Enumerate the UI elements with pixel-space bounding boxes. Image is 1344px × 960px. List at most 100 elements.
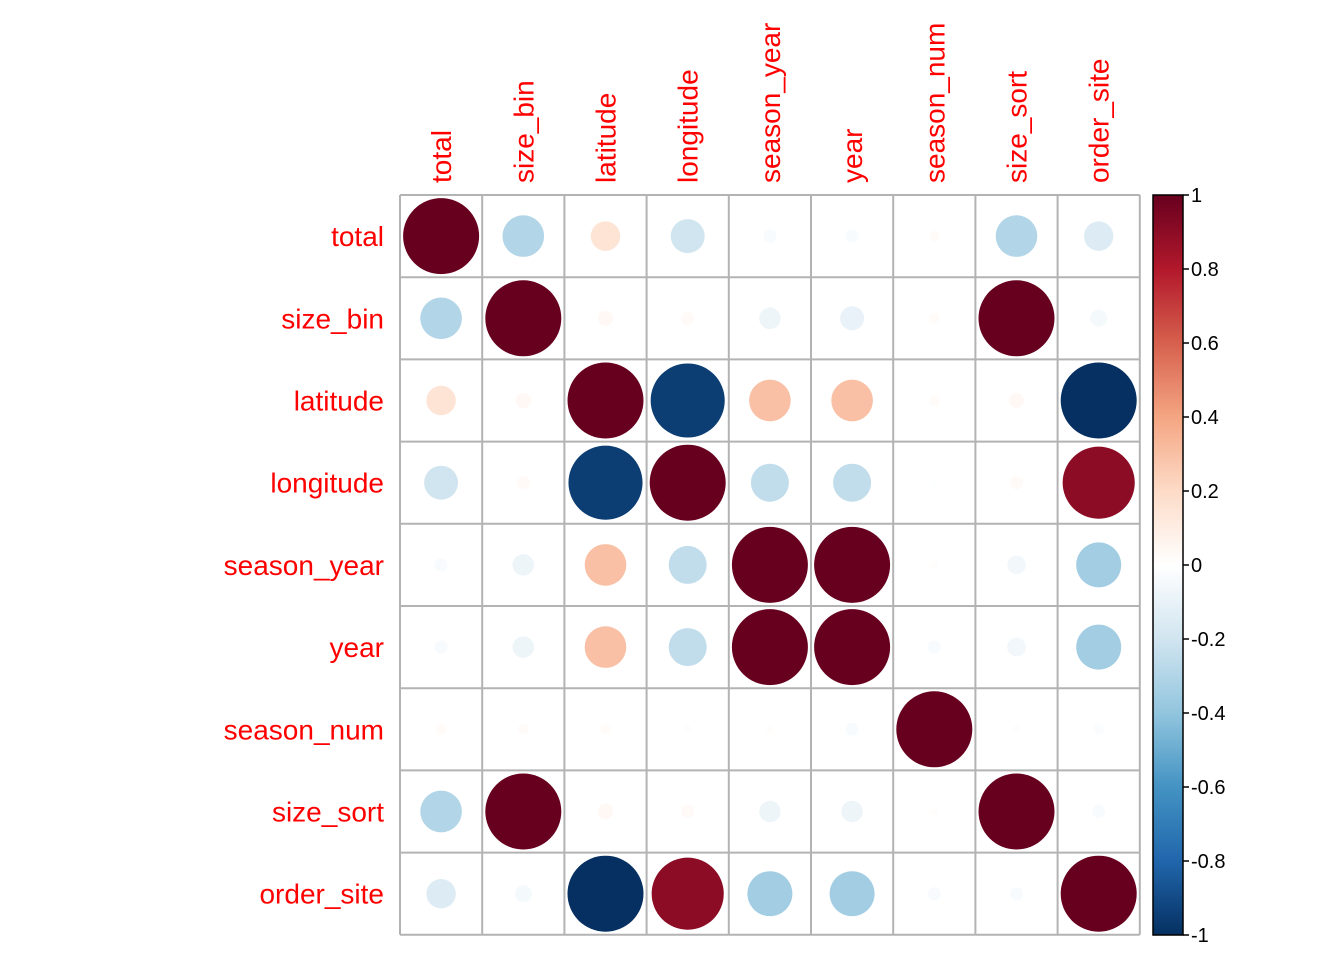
corr-circle-size_bin-season_num (928, 312, 940, 324)
corr-circle-year-latitude (584, 626, 627, 668)
col-label-latitude: latitude (591, 93, 622, 183)
corr-circle-size_bin-order_site (1090, 309, 1108, 327)
corr-circle-year-year (814, 609, 891, 686)
row-label-total: total (331, 221, 384, 252)
grid-lines (399, 194, 1141, 936)
corr-circle-season_num-year (845, 722, 859, 736)
colorbar-tick-label: 0 (1191, 555, 1202, 577)
corr-circle-order_site-latitude (567, 855, 644, 932)
corr-circle-size_bin-year (840, 306, 865, 331)
corr-circle-longitude-season_num (930, 478, 939, 487)
row-label-season_year: season_year (224, 550, 384, 581)
colorbar-tick-label: 0.4 (1191, 407, 1219, 429)
corr-circle-longitude-season_year (750, 463, 789, 502)
colorbar-tick-label: 0.2 (1191, 481, 1219, 503)
corr-circle-size_sort-order_site (1092, 804, 1106, 819)
corr-circle-longitude-longitude (649, 444, 726, 521)
colorbar-tick-label: -0.2 (1191, 629, 1225, 651)
corr-circle-longitude-size_bin (516, 476, 530, 490)
col-label-size_bin: size_bin (508, 80, 539, 183)
colorbar-tick-label: 0.8 (1191, 259, 1219, 281)
corr-circle-total-season_year (763, 229, 777, 243)
row-label-latitude: latitude (294, 386, 384, 417)
corr-circle-longitude-year (833, 463, 872, 502)
corr-circle-size_bin-size_sort (978, 280, 1055, 357)
row-label-size_sort: size_sort (272, 797, 384, 828)
corr-circle-season_year-longitude (668, 545, 707, 584)
corr-circle-order_site-total (426, 878, 456, 909)
corr-circle-total-year (845, 229, 859, 243)
corr-circle-season_num-season_num (896, 691, 973, 768)
colorbar-tick-label: -1 (1191, 925, 1209, 947)
corr-circle-season_year-size_sort (1007, 555, 1026, 575)
corr-circle-latitude-season_year (749, 379, 791, 422)
row-label-season_num: season_num (224, 714, 384, 745)
col-label-year: year (837, 129, 868, 183)
corr-circle-order_site-year (829, 871, 875, 917)
corr-circle-season_num-latitude (600, 723, 611, 735)
corr-circle-season_year-latitude (584, 544, 627, 586)
corr-circle-season_num-longitude (683, 725, 692, 734)
row-label-size_bin: size_bin (281, 303, 384, 334)
color-legend: 1 0.8 0.6 0.4 0.2 0 -0.2 -0.4 -0.6 -0.8 -1 (1152, 185, 1225, 947)
corr-circle-size_sort-size_sort (978, 773, 1055, 850)
corr-circle-size_sort-total (420, 790, 462, 833)
corr-circle-longitude-size_sort (1009, 476, 1024, 490)
corr-circle-size_sort-season_year (759, 800, 781, 823)
corr-circle-order_site-size_sort (1009, 887, 1024, 901)
corr-circle-longitude-latitude (568, 445, 643, 520)
colorbar-tick-label: -0.8 (1191, 851, 1225, 873)
corr-circle-size_sort-year (841, 800, 863, 823)
corr-circle-order_site-size_bin (514, 885, 532, 903)
corr-circle-year-total (434, 640, 448, 654)
corr-circle-season_year-season_year (731, 526, 808, 603)
colorbar-gradient (1152, 194, 1184, 936)
corr-circle-size_bin-longitude (681, 311, 695, 325)
corr-circle-latitude-order_site (1060, 362, 1137, 439)
corr-circle-longitude-order_site (1062, 446, 1135, 519)
corr-circle-total-size_bin (502, 215, 545, 257)
row-label-longitude: longitude (270, 468, 384, 499)
col-label-size_sort: size_sort (1002, 71, 1033, 183)
corr-circle-year-order_site (1076, 624, 1122, 670)
corr-circle-total-season_num (928, 230, 940, 242)
corr-circle-season_num-season_year (766, 725, 774, 734)
corr-circle-season_year-total (434, 558, 448, 572)
corr-circle-season_num-total (435, 723, 447, 735)
corr-circle-season_year-size_bin (512, 554, 535, 576)
row-labels: total size_bin latitude longitude season_yea… (224, 221, 385, 910)
corr-circle-total-longitude (670, 219, 705, 254)
colorbar-tick-label: -0.6 (1191, 777, 1225, 799)
corr-circle-order_site-season_year (747, 871, 793, 917)
col-label-total: total (426, 130, 457, 183)
corr-circle-size_bin-total (420, 297, 462, 340)
corr-circle-order_site-order_site (1060, 855, 1137, 932)
corr-circle-season_year-season_num (930, 561, 939, 569)
corr-circle-total-size_sort (995, 215, 1038, 257)
corr-circle-latitude-total (426, 385, 456, 416)
corr-circle-latitude-latitude (567, 362, 644, 439)
corr-circle-season_num-order_site (1093, 723, 1105, 735)
corr-circle-size_bin-latitude (597, 310, 614, 326)
colorbar-tick-label: -0.4 (1191, 703, 1225, 725)
corr-circle-season_year-year (814, 526, 891, 603)
col-label-season_year: season_year (755, 23, 786, 183)
corr-circle-season_num-size_sort (1012, 725, 1021, 734)
corr-circle-year-size_bin (512, 636, 535, 658)
row-label-year: year (330, 632, 384, 663)
corr-circle-total-order_site (1083, 221, 1114, 251)
corr-circle-order_site-longitude (651, 857, 724, 930)
corr-circle-year-size_sort (1007, 637, 1026, 657)
corr-circle-latitude-season_num (928, 395, 940, 406)
correlation-circles (403, 198, 1137, 932)
corr-circle-longitude-total (424, 465, 459, 500)
row-label-order_site: order_site (259, 879, 384, 910)
col-label-season_num: season_num (919, 23, 950, 183)
corr-circle-year-season_num (927, 640, 941, 654)
col-label-order_site: order_site (1084, 58, 1115, 183)
corr-circle-total-total (403, 198, 480, 275)
corr-circle-season_num-size_bin (517, 723, 529, 735)
column-labels: total size_bin latitude longitude season_yea… (426, 23, 1115, 183)
corr-circle-size_bin-season_year (759, 307, 781, 330)
